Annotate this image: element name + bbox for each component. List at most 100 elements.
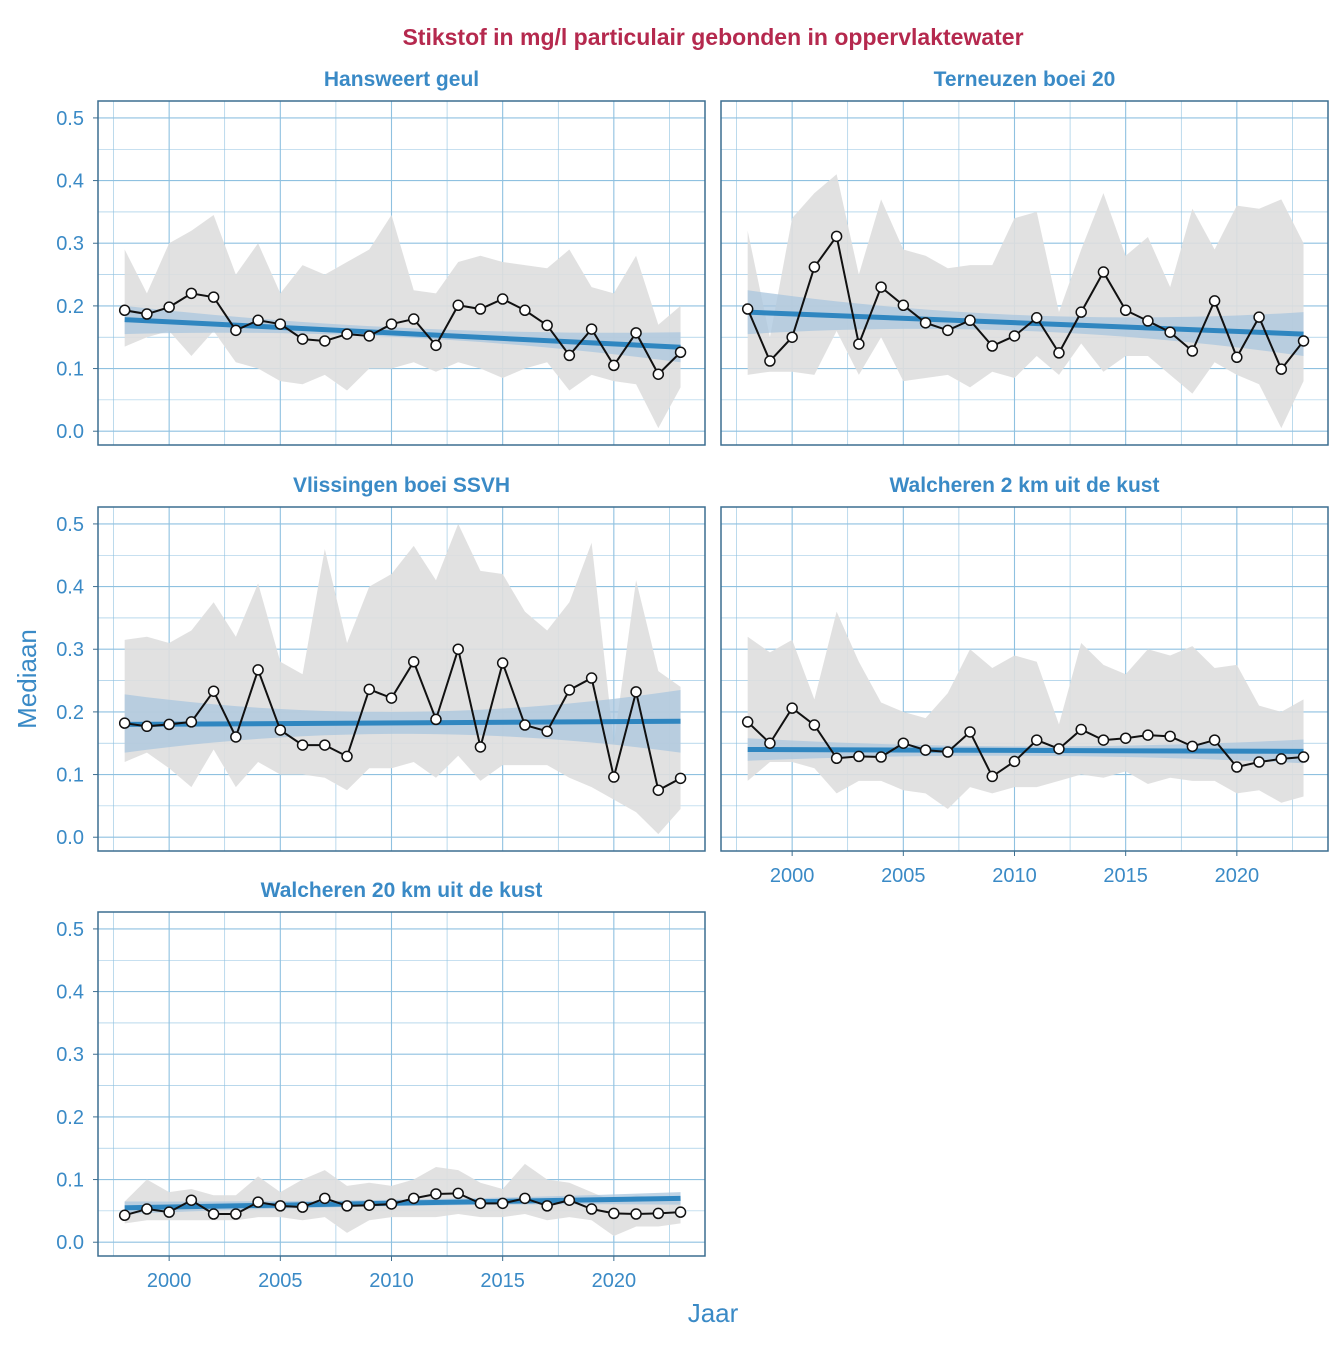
y-tick-label: 0.1: [56, 359, 84, 381]
y-tick-label: 0.3: [56, 1044, 84, 1066]
data-point: [942, 324, 954, 337]
data-point: [452, 299, 464, 312]
data-point: [830, 752, 843, 765]
data-point: [1142, 315, 1154, 327]
data-point: [786, 331, 798, 343]
data-point: [674, 346, 687, 359]
data-point: [274, 724, 287, 736]
data-point: [230, 1208, 242, 1220]
data-point: [1053, 743, 1065, 755]
data-point: [252, 1196, 264, 1208]
data-point: [385, 692, 398, 704]
data-point: [296, 333, 309, 345]
trend-line: [124, 317, 681, 350]
x-tick-label: 2020: [1215, 865, 1260, 887]
data-point: [1097, 734, 1110, 746]
data-point: [652, 368, 665, 380]
data-point: [1275, 363, 1288, 375]
x-tick-label: 2005: [258, 1270, 303, 1292]
data-point: [1253, 756, 1265, 768]
y-tick-label: 0.0: [56, 827, 84, 849]
data-point: [163, 1206, 175, 1218]
data-point: [1119, 732, 1132, 744]
y-tick-label: 0.5: [56, 514, 84, 536]
data-point: [385, 1198, 398, 1210]
data-point: [341, 328, 353, 340]
data-point: [853, 750, 865, 763]
data-point: [1208, 295, 1221, 307]
panel-frame: [720, 100, 1329, 446]
panel-frame: [720, 506, 1329, 852]
panel-walcheren-20-km-uit-de-kust: Walcheren 20 km uit de kust 0.0 0.1 0.2 0.3 0…: [56, 879, 706, 1292]
y-tick-label: 0.4: [56, 982, 84, 1004]
data-point: [496, 657, 509, 669]
y-tick-label: 0.4: [56, 577, 84, 599]
data-point: [252, 664, 264, 676]
data-point: [452, 643, 464, 655]
data-point: [185, 716, 198, 728]
data-point: [986, 770, 999, 783]
y-tick-label: 0.2: [56, 1107, 84, 1129]
data-point: [1075, 723, 1087, 736]
data-point: [163, 718, 175, 731]
data-point: [830, 230, 843, 243]
data-point: [207, 1208, 220, 1220]
data-point: [541, 319, 553, 332]
range-band: [747, 611, 1304, 810]
x-tick-label: 2010: [992, 865, 1037, 887]
data-point: [1186, 345, 1199, 357]
x-tick-label: 2000: [147, 1270, 192, 1292]
data-point: [1053, 347, 1065, 359]
data-point: [1186, 740, 1199, 753]
data-point: [585, 1203, 598, 1215]
panel-title: Hansweert geul: [324, 68, 479, 91]
panel-title: Walcheren 2 km uit de kust: [890, 474, 1160, 497]
data-point: [1142, 729, 1154, 741]
trend-line: [747, 309, 1304, 337]
data-point: [363, 330, 376, 342]
data-point: [1075, 306, 1087, 318]
data-point: [1253, 311, 1265, 323]
panel-vlissingen-boei-ssvh: Vlissingen boei SSVH 0.0 0.1 0.2 0.3 0.4 0.5: [56, 474, 706, 852]
y-tick-label: 0.0: [56, 1232, 84, 1254]
data-point: [296, 1201, 309, 1213]
panel-title: Vlissingen boei SSVH: [293, 474, 510, 497]
data-point: [141, 308, 153, 320]
trend-line: [124, 718, 681, 727]
data-point: [1119, 304, 1132, 317]
data-point: [919, 317, 932, 329]
y-tick-label: 0.2: [56, 296, 84, 318]
data-point: [1297, 335, 1310, 347]
data-point: [919, 744, 932, 756]
data-point: [1030, 734, 1043, 746]
data-point: [630, 686, 642, 698]
range-band: [747, 174, 1304, 429]
data-point: [141, 1203, 153, 1215]
data-point: [786, 702, 798, 714]
data-point: [741, 716, 754, 728]
data-point: [1030, 312, 1043, 324]
data-point: [608, 771, 620, 783]
data-point: [1231, 761, 1243, 773]
y-tick-label: 0.5: [56, 919, 84, 941]
data-point: [563, 684, 576, 696]
data-point: [674, 772, 687, 785]
data-point: [1164, 326, 1176, 338]
data-point: [1208, 734, 1221, 746]
data-point: [341, 1200, 353, 1212]
data-point: [808, 261, 821, 273]
data-point: [1164, 730, 1176, 743]
data-point: [964, 314, 976, 327]
y-tick-label: 0.1: [56, 765, 84, 787]
y-tick-label: 0.1: [56, 1170, 84, 1192]
y-tick-label: 0.0: [56, 421, 84, 443]
y-tick-label: 0.2: [56, 702, 84, 724]
data-point: [563, 349, 576, 362]
data-point: [1297, 751, 1310, 763]
data-point: [541, 725, 553, 738]
panel-title: Walcheren 20 km uit de kust: [261, 879, 543, 902]
x-tick-label: 2005: [881, 865, 926, 887]
data-point: [118, 717, 131, 729]
data-point: [1008, 330, 1021, 342]
